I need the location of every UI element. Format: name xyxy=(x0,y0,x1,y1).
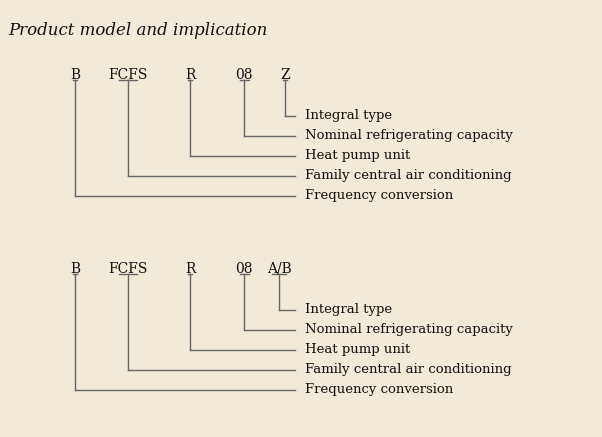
Text: R: R xyxy=(185,262,195,276)
Text: Frequency conversion: Frequency conversion xyxy=(305,190,453,202)
Text: Family central air conditioning: Family central air conditioning xyxy=(305,170,512,183)
Text: FCFS: FCFS xyxy=(108,68,147,82)
Text: Nominal refrigerating capacity: Nominal refrigerating capacity xyxy=(305,129,513,142)
Text: Z: Z xyxy=(280,68,290,82)
Text: R: R xyxy=(185,68,195,82)
Text: Nominal refrigerating capacity: Nominal refrigerating capacity xyxy=(305,323,513,336)
Text: 08: 08 xyxy=(235,68,253,82)
Text: Integral type: Integral type xyxy=(305,110,392,122)
Text: B: B xyxy=(70,262,80,276)
Text: Family central air conditioning: Family central air conditioning xyxy=(305,364,512,377)
Text: Product model and implication: Product model and implication xyxy=(8,22,267,39)
Text: A/B: A/B xyxy=(267,262,291,276)
Text: Heat pump unit: Heat pump unit xyxy=(305,343,410,357)
Text: 08: 08 xyxy=(235,262,253,276)
Text: B: B xyxy=(70,68,80,82)
Text: Integral type: Integral type xyxy=(305,304,392,316)
Text: Heat pump unit: Heat pump unit xyxy=(305,149,410,163)
Text: FCFS: FCFS xyxy=(108,262,147,276)
Text: Frequency conversion: Frequency conversion xyxy=(305,384,453,396)
